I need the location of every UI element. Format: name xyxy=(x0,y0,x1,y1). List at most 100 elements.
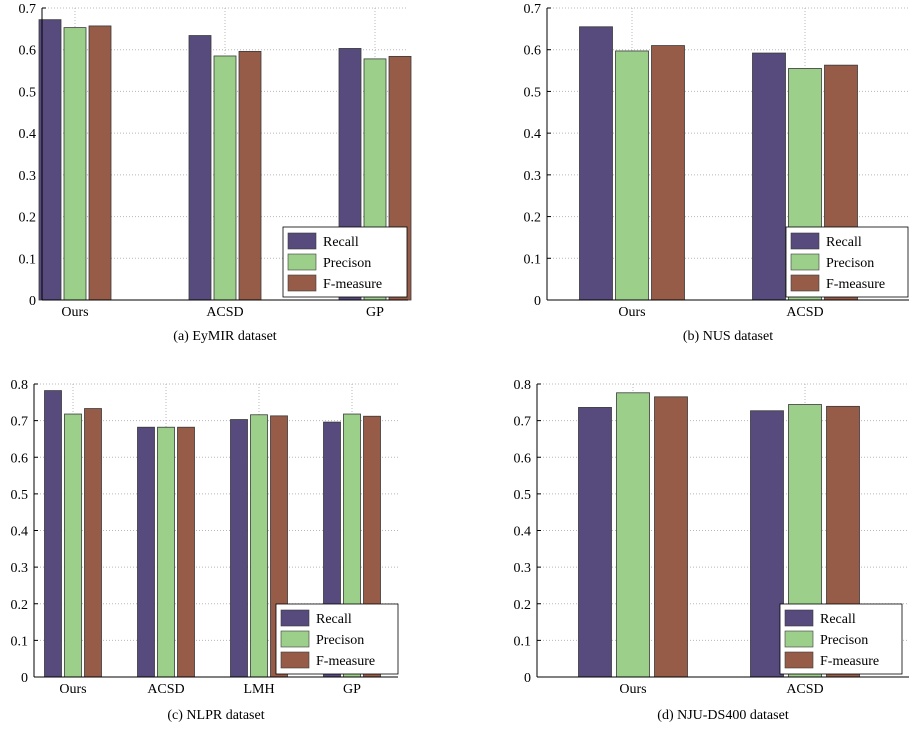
y-tick-label: 0.7 xyxy=(524,2,542,17)
x-tick-label: ACSD xyxy=(206,305,243,320)
y-tick-label: 0 xyxy=(29,294,36,309)
bar-ours-precison xyxy=(65,414,82,677)
legend-swatch-f-measure xyxy=(288,275,316,291)
legend-label-recall: Recall xyxy=(826,235,862,250)
bar-ours-precison xyxy=(617,393,650,677)
bar-ours-recall xyxy=(580,27,613,300)
legend-label-precison: Precison xyxy=(316,633,364,648)
y-tick-label: 0.4 xyxy=(11,525,29,540)
legend-swatch-precison xyxy=(791,254,819,270)
legend-swatch-f-measure xyxy=(791,275,819,291)
y-tick-label: 0.5 xyxy=(514,488,532,503)
bar-lmh-precison xyxy=(251,415,268,677)
y-tick-label: 0 xyxy=(524,671,531,686)
legend-swatch-recall xyxy=(281,610,309,626)
bar-acsd-recall xyxy=(751,411,784,677)
y-tick-label: 0.1 xyxy=(524,252,542,267)
legend: Recall Precison F-measure xyxy=(780,604,902,674)
chart-title: (b) NUS dataset xyxy=(683,329,773,344)
legend-swatch-precison xyxy=(281,631,309,647)
y-tick-label: 0.6 xyxy=(19,44,37,59)
y-tick-label: 0.3 xyxy=(11,561,29,576)
x-tick-label: LMH xyxy=(243,682,274,697)
y-tick-label: 0.1 xyxy=(514,634,532,649)
y-tick-label: 0.3 xyxy=(514,561,532,576)
legend-label-f-measure: F-measure xyxy=(323,277,382,292)
legend-label-recall: Recall xyxy=(323,235,359,250)
legend-label-precison: Precison xyxy=(323,256,371,271)
y-tick-label: 0.4 xyxy=(524,127,542,142)
chart-panel-nlpr: 0 0.1 0.2 0.3 0.4 0.5 0.6 0.7 0.8 Ours ACSD LMH GP Re… xyxy=(11,378,399,723)
bar-ours-precison xyxy=(616,51,649,300)
y-tick-label: 0.1 xyxy=(19,252,37,267)
y-tick-label: 0.5 xyxy=(11,488,29,503)
y-tick-label: 0.7 xyxy=(11,415,29,430)
y-tick-label: 0.2 xyxy=(19,211,37,226)
legend-label-recall: Recall xyxy=(316,612,352,627)
chart-panel-nus: 0 0.1 0.2 0.3 0.4 0.5 0.6 0.7 Ours ACSD Recall Prec… xyxy=(524,2,909,344)
y-tick-label: 0.5 xyxy=(19,85,37,100)
legend-swatch-f-measure xyxy=(785,652,813,668)
y-tick-label: 0 xyxy=(534,294,541,309)
x-tick-label: Ours xyxy=(61,305,88,320)
bar-acsd-f-measure xyxy=(239,51,261,300)
chart-title: (c) NLPR dataset xyxy=(167,708,264,723)
y-tick-label: 0.4 xyxy=(19,127,37,142)
y-tick-label: 0.8 xyxy=(11,378,29,393)
bar-ours-precison xyxy=(64,28,86,300)
y-tick-label: 0.7 xyxy=(514,415,532,430)
legend: Recall Precison F-measure xyxy=(283,227,407,297)
bar-ours-f-measure xyxy=(89,26,111,300)
bar-acsd-precison xyxy=(158,427,175,677)
legend-label-precison: Precison xyxy=(826,256,874,271)
legend-swatch-precison xyxy=(288,254,316,270)
y-tick-label: 0.2 xyxy=(524,211,542,226)
x-tick-label: ACSD xyxy=(147,682,184,697)
y-tick-label: 0.4 xyxy=(514,525,532,540)
y-tick-label: 0.2 xyxy=(11,598,29,613)
x-tick-label: ACSD xyxy=(786,682,823,697)
legend-swatch-precison xyxy=(785,631,813,647)
legend-label-recall: Recall xyxy=(820,612,856,627)
y-tick-label: 0.3 xyxy=(19,169,37,184)
bar-ours-recall xyxy=(45,391,62,677)
y-tick-label: 0.1 xyxy=(11,634,29,649)
bar-acsd-recall xyxy=(189,36,211,300)
legend: Recall Precison F-measure xyxy=(276,604,398,674)
x-tick-label: Ours xyxy=(619,682,646,697)
y-tick-label: 0.6 xyxy=(514,451,532,466)
bar-acsd-recall xyxy=(753,53,786,300)
x-tick-label: Ours xyxy=(618,305,645,320)
bar-ours-f-measure xyxy=(652,46,685,300)
legend-swatch-recall xyxy=(288,233,316,249)
legend-label-f-measure: F-measure xyxy=(826,277,885,292)
legend-label-f-measure: F-measure xyxy=(316,654,375,669)
y-tick-label: 0.6 xyxy=(524,44,542,59)
bar-ours-f-measure xyxy=(655,397,688,677)
bar-lmh-recall xyxy=(231,420,248,677)
bar-ours-f-measure xyxy=(85,409,102,677)
legend-swatch-recall xyxy=(791,233,819,249)
y-tick-label: 0.5 xyxy=(524,85,542,100)
y-tick-label: 0.2 xyxy=(514,598,532,613)
y-tick-label: 0.6 xyxy=(11,451,29,466)
y-tick-label: 0.7 xyxy=(19,2,37,17)
x-tick-label: GP xyxy=(343,682,361,697)
y-tick-label: 0.3 xyxy=(524,169,542,184)
y-tick-label: 0 xyxy=(21,671,28,686)
legend: Recall Precison F-measure xyxy=(786,227,908,297)
chart-panel-eymir: 0 0.1 0.2 0.3 0.4 0.5 0.6 0.7 Ours ACSD GP Recall Pr… xyxy=(19,2,412,344)
chart-title: (a) EyMIR dataset xyxy=(173,329,277,344)
x-tick-label: ACSD xyxy=(786,305,823,320)
legend-label-f-measure: F-measure xyxy=(820,654,879,669)
legend-swatch-f-measure xyxy=(281,652,309,668)
bar-acsd-recall xyxy=(138,427,155,677)
bar-ours-recall xyxy=(579,407,612,677)
legend-label-precison: Precison xyxy=(820,633,868,648)
x-tick-label: Ours xyxy=(59,682,86,697)
x-tick-label: GP xyxy=(366,305,384,320)
legend-swatch-recall xyxy=(785,610,813,626)
